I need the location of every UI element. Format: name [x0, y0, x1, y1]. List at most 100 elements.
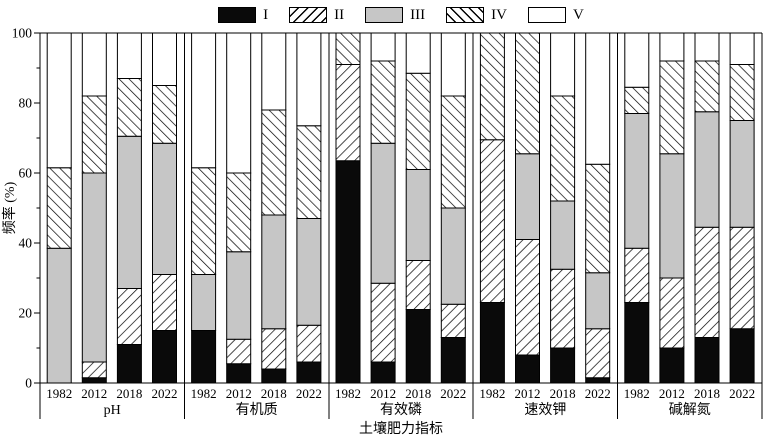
year-label-碱解氮-1982: 1982 — [624, 386, 650, 401]
legend-item-IV: IV — [446, 7, 507, 23]
group-label-碱解氮: 碱解氮 — [669, 402, 711, 418]
bar-segment-速效钾-2022-V — [585, 32, 611, 165]
legend-swatch-IV — [446, 7, 485, 23]
bar-segment-速效钾-1982-II — [479, 139, 505, 303]
bar-segment-有效磷-2018-IV — [405, 72, 431, 170]
bar-segment-有机质-2018-II — [261, 328, 287, 370]
bar-segment-有效磷-2018-I — [405, 309, 431, 384]
chart-generated-content: 1982 2012 2018 2022 pH 1982 2012 2018 2022 有机质 198… — [12, 26, 763, 419]
legend-swatch-II — [289, 7, 328, 23]
bar-segment-速效钾-2012-III — [515, 153, 540, 240]
year-label-有机质-2022: 2022 — [296, 386, 322, 401]
bar-segment-碱解氮-2012-III — [659, 153, 685, 279]
year-label-有效磷-2018: 2018 — [405, 386, 431, 401]
bar-segment-碱解氮-2022-III — [729, 120, 755, 228]
year-label-pH-1982: 1982 — [46, 386, 72, 401]
year-label-有机质-2018: 2018 — [261, 386, 287, 401]
bar-segment-速效钾-1982-I — [479, 302, 505, 384]
bar-segment-有效磷-2022-I — [440, 337, 466, 384]
bar-segment-有机质-2012-III — [226, 251, 252, 340]
bar-segment-pH-2022-II — [152, 274, 177, 331]
bar-segment-有效磷-2012-V — [370, 32, 396, 62]
bar-segment-有机质-1982-IV — [191, 167, 217, 275]
year-label-碱解氮-2018: 2018 — [694, 386, 720, 401]
bar-segment-pH-1982-IV — [46, 167, 72, 249]
legend-item-II: II — [289, 7, 344, 23]
bar-segment-速效钾-2018-V — [550, 32, 576, 97]
bar-segment-速效钾-2012-II — [515, 239, 540, 356]
bar-segment-碱解氮-2012-II — [659, 277, 685, 349]
legend-label-II: II — [334, 6, 345, 23]
legend-label-III: III — [410, 6, 426, 23]
year-label-有效磷-1982: 1982 — [335, 386, 361, 401]
bar-segment-碱解氮-2022-V — [729, 32, 755, 65]
bar-segment-碱解氮-2018-IV — [694, 60, 720, 113]
bar-segment-有机质-2018-I — [261, 368, 287, 384]
bar-segment-pH-2018-V — [116, 32, 142, 79]
bar-segment-pH-2018-II — [116, 288, 142, 345]
bar-segment-有效磷-2018-II — [405, 260, 431, 310]
legend-item-III: III — [365, 7, 425, 23]
bar-segment-有机质-2018-IV — [261, 109, 287, 216]
bar-segment-有机质-1982-V — [191, 32, 217, 169]
bar-segment-碱解氮-1982-I — [624, 302, 650, 384]
bar-segment-有机质-2022-III — [296, 218, 322, 326]
bar-segment-速效钾-2022-II — [585, 328, 611, 379]
bar-segment-速效钾-2022-III — [585, 272, 611, 330]
y-tick-label-100: 100 — [12, 26, 33, 41]
bar-segment-有机质-2022-IV — [296, 125, 322, 219]
bar-segment-速效钾-2012-IV — [515, 32, 540, 155]
bar-segment-pH-2022-I — [152, 330, 177, 384]
bar-segment-碱解氮-2022-IV — [729, 64, 755, 121]
y-tick-label-60: 60 — [19, 166, 33, 181]
bar-segment-有机质-2018-III — [261, 214, 287, 330]
year-label-有效磷-2022: 2022 — [440, 386, 466, 401]
bar-segment-有效磷-1982-II — [335, 64, 361, 162]
bar-segment-pH-1982-III — [46, 247, 72, 384]
bar-segment-有机质-2012-II — [226, 338, 252, 365]
bar-segment-碱解氮-2012-V — [659, 32, 685, 62]
bar-segment-pH-2012-IV — [81, 95, 107, 174]
bar-segment-碱解氮-1982-III — [624, 113, 650, 249]
legend: I II III IV V — [40, 3, 762, 27]
bar-segment-有效磷-2012-IV — [370, 60, 396, 144]
y-axis-title: 频率 (%) — [1, 181, 18, 234]
year-label-有机质-1982: 1982 — [191, 386, 217, 401]
legend-swatch-III — [365, 7, 404, 23]
y-tick-label-40: 40 — [19, 236, 33, 251]
bar-segment-碱解氮-1982-II — [624, 247, 650, 303]
bar-segment-碱解氮-2018-III — [694, 111, 720, 228]
year-label-速效钾-2018: 2018 — [550, 386, 576, 401]
bar-segment-速效钾-2018-III — [550, 200, 576, 270]
bar-segment-碱解氮-1982-V — [624, 32, 650, 88]
bar-segment-有机质-1982-I — [191, 330, 217, 384]
year-label-pH-2012: 2012 — [81, 386, 107, 401]
bar-segment-碱解氮-2018-II — [694, 226, 720, 338]
bar-segment-速效钾-1982-IV — [479, 32, 505, 141]
year-label-有效磷-2012: 2012 — [370, 386, 396, 401]
bar-segment-有机质-2022-I — [296, 361, 322, 384]
bar-segment-有效磷-2022-IV — [440, 95, 466, 209]
bar-segment-碱解氮-2012-IV — [659, 60, 685, 155]
group-label-速效钾: 速效钾 — [524, 402, 566, 418]
bar-segment-pH-2018-IV — [116, 78, 142, 137]
legend-item-V: V — [527, 7, 584, 23]
bar-segment-碱解氮-2012-I — [659, 347, 685, 384]
bar-segment-有效磷-2022-III — [440, 207, 466, 305]
bar-segment-pH-2012-I — [81, 377, 107, 384]
bar-segment-有效磷-1982-IV — [335, 32, 361, 65]
bar-segment-pH-2018-I — [116, 344, 142, 384]
bar-segment-pH-1982-V — [46, 32, 72, 169]
year-label-pH-2022: 2022 — [152, 386, 178, 401]
bar-segment-pH-2012-II — [81, 361, 107, 379]
bar-segment-速效钾-2012-I — [515, 354, 540, 384]
year-label-碱解氮-2022: 2022 — [729, 386, 755, 401]
year-label-速效钾-1982: 1982 — [479, 386, 505, 401]
year-label-速效钾-2022: 2022 — [585, 386, 611, 401]
bar-segment-有效磷-2012-II — [370, 282, 396, 363]
bar-segment-有效磷-2012-III — [370, 142, 396, 284]
bar-segment-有效磷-2012-I — [370, 361, 396, 384]
bar-segment-速效钾-2018-IV — [550, 95, 576, 202]
legend-item-I: I — [218, 7, 268, 23]
